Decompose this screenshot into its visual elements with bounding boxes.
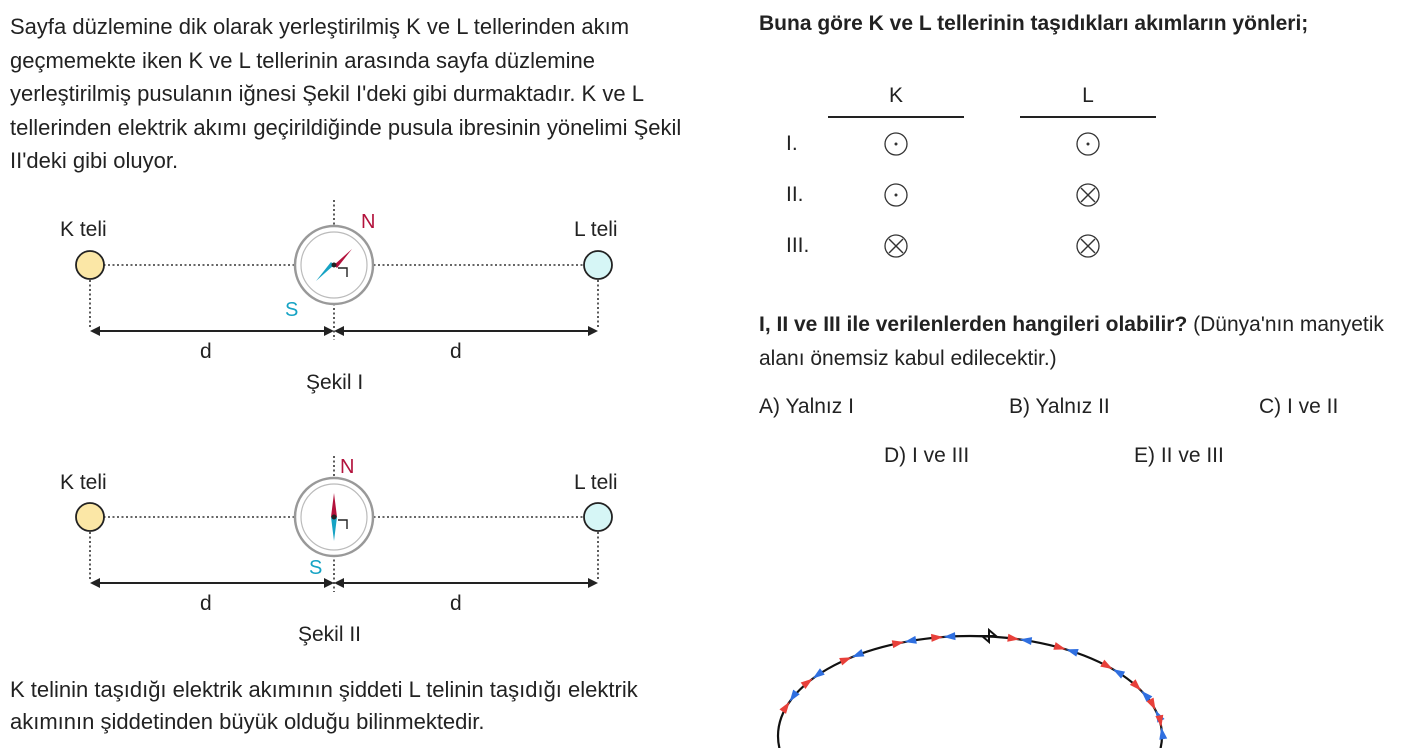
row-label-3: III. [786,234,810,257]
column-header-k: K [888,84,903,107]
l-wire-icon [583,502,613,532]
question-prompt-rest: (Dünya'nın manyetik alanı önemsiz kabul … [759,313,1384,370]
compass-orbit-illustration [776,627,1168,748]
orbit-needle-icon [891,635,917,649]
choice-d[interactable]: D) I ve III [884,444,970,467]
intro-paragraph: Sayfa düzlemine dik olarak yerleştirilmi… [10,14,682,173]
compass-icon [293,224,375,306]
choice-c[interactable]: C) I ve II [1259,395,1339,418]
figure-2-caption: Şekil II [298,623,361,646]
l-wire-label: L teli [574,471,618,494]
south-label: S [285,299,298,321]
orbit-needle-icon [1155,714,1168,740]
orbit-path [776,634,1164,748]
orbit-needle-icon [931,632,956,642]
orbit-needle-icon [1100,659,1126,679]
column-header-l: L [1082,84,1094,107]
distance-label-right: d [450,592,462,615]
current-out-of-page-icon [884,132,908,156]
k-wire-label: K teli [60,218,107,241]
orbit-needle-icon [1007,633,1033,646]
orbit-needle-icon [1053,642,1079,657]
info-paragraph: K telinin taşıdığı elektrik akımının şid… [10,677,638,734]
current-out-of-page-icon [1076,132,1100,156]
north-label: N [340,456,354,478]
choice-e[interactable]: E) II ve III [1134,444,1224,467]
distance-label-right: d [450,340,462,363]
orbit-needle-icon [779,689,800,714]
choice-a[interactable]: A) Yalnız I [759,395,854,418]
current-out-of-page-icon [884,183,908,207]
orbit-arrow-icon [979,627,999,645]
choice-b[interactable]: B) Yalnız II [1009,395,1110,418]
orbit-needle-icon [800,668,825,689]
figure-1: K teli L teli N S d d Şekil I [60,200,618,394]
current-into-page-icon [1076,234,1100,258]
figure-1-caption: Şekil I [306,371,363,394]
question-heading: Buna göre K ve L tellerinin taşıdıkları … [759,12,1309,35]
l-wire-icon [583,250,613,280]
question-prompt-bold: I, II ve III ile verilenlerden hangileri… [759,313,1188,336]
column-rule-k [828,116,964,118]
distance-label-left: d [200,592,212,615]
north-label: N [361,211,375,233]
row-label-2: II. [786,183,804,206]
orbit-needles [779,632,1168,740]
orbit-needle-icon [839,648,865,666]
k-wire-icon [75,502,105,532]
k-wire-icon [75,250,105,280]
current-into-page-icon [1076,183,1100,207]
row-label-1: I. [786,132,798,155]
figure-2: K teli L teli N S d d Şekil II [60,456,618,646]
distance-label-left: d [200,340,212,363]
question-prompt: I, II ve III ile verilenlerden hangileri… [759,308,1409,376]
south-label: S [309,557,322,579]
k-wire-label: K teli [60,471,107,494]
column-rule-l [1020,116,1156,118]
compass-icon [293,476,375,558]
orbit-needle-icon [1129,679,1153,702]
current-into-page-icon [884,234,908,258]
l-wire-label: L teli [574,218,618,241]
